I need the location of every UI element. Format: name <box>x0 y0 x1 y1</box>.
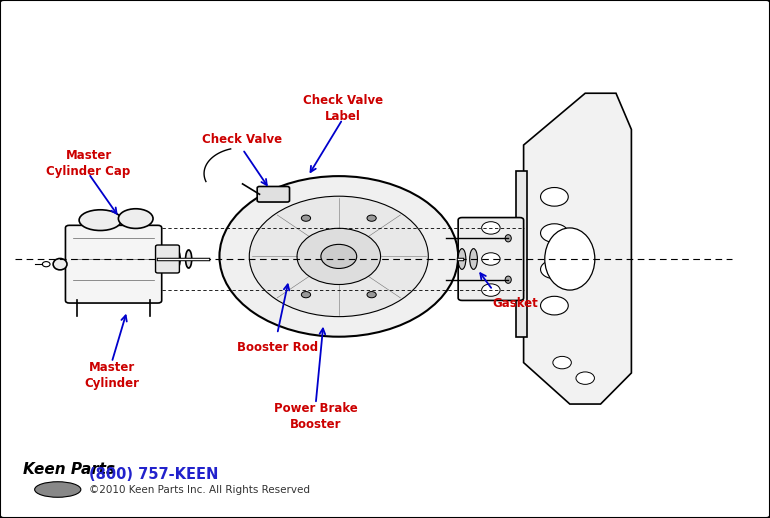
FancyBboxPatch shape <box>458 218 524 300</box>
Ellipse shape <box>470 249 477 269</box>
Circle shape <box>321 244 357 268</box>
Ellipse shape <box>367 215 377 221</box>
Text: Master
Cylinder Cap: Master Cylinder Cap <box>46 149 131 178</box>
Polygon shape <box>516 171 527 337</box>
Circle shape <box>541 224 568 242</box>
FancyBboxPatch shape <box>156 245 179 273</box>
Circle shape <box>482 253 500 265</box>
Ellipse shape <box>35 482 81 497</box>
Ellipse shape <box>505 235 511 242</box>
Ellipse shape <box>186 250 192 268</box>
Polygon shape <box>524 93 631 404</box>
Ellipse shape <box>458 249 466 269</box>
Ellipse shape <box>301 215 310 221</box>
Circle shape <box>249 196 428 316</box>
Text: Keen Parts: Keen Parts <box>23 462 115 477</box>
Ellipse shape <box>174 250 180 268</box>
Circle shape <box>541 296 568 315</box>
Text: Gasket: Gasket <box>493 296 538 310</box>
Circle shape <box>553 356 571 369</box>
FancyBboxPatch shape <box>257 186 290 202</box>
Circle shape <box>297 228 380 284</box>
Ellipse shape <box>367 292 377 298</box>
Circle shape <box>219 176 458 337</box>
Circle shape <box>482 222 500 234</box>
Circle shape <box>541 260 568 279</box>
FancyBboxPatch shape <box>65 225 162 303</box>
Text: ©2010 Keen Parts Inc. All Rights Reserved: ©2010 Keen Parts Inc. All Rights Reserve… <box>89 485 310 495</box>
Text: Check Valve: Check Valve <box>203 133 283 147</box>
Ellipse shape <box>119 209 153 228</box>
Text: Booster Rod: Booster Rod <box>236 340 318 354</box>
Circle shape <box>482 284 500 296</box>
Ellipse shape <box>53 258 67 270</box>
Ellipse shape <box>505 276 511 283</box>
Ellipse shape <box>545 228 594 290</box>
Circle shape <box>541 188 568 206</box>
Circle shape <box>576 372 594 384</box>
Text: Check Valve
Label: Check Valve Label <box>303 94 383 123</box>
Text: Master
Cylinder: Master Cylinder <box>84 361 139 390</box>
Ellipse shape <box>79 210 122 231</box>
Ellipse shape <box>301 292 310 298</box>
Text: Power Brake
Booster: Power Brake Booster <box>274 402 357 431</box>
Text: (800) 757-KEEN: (800) 757-KEEN <box>89 467 218 482</box>
